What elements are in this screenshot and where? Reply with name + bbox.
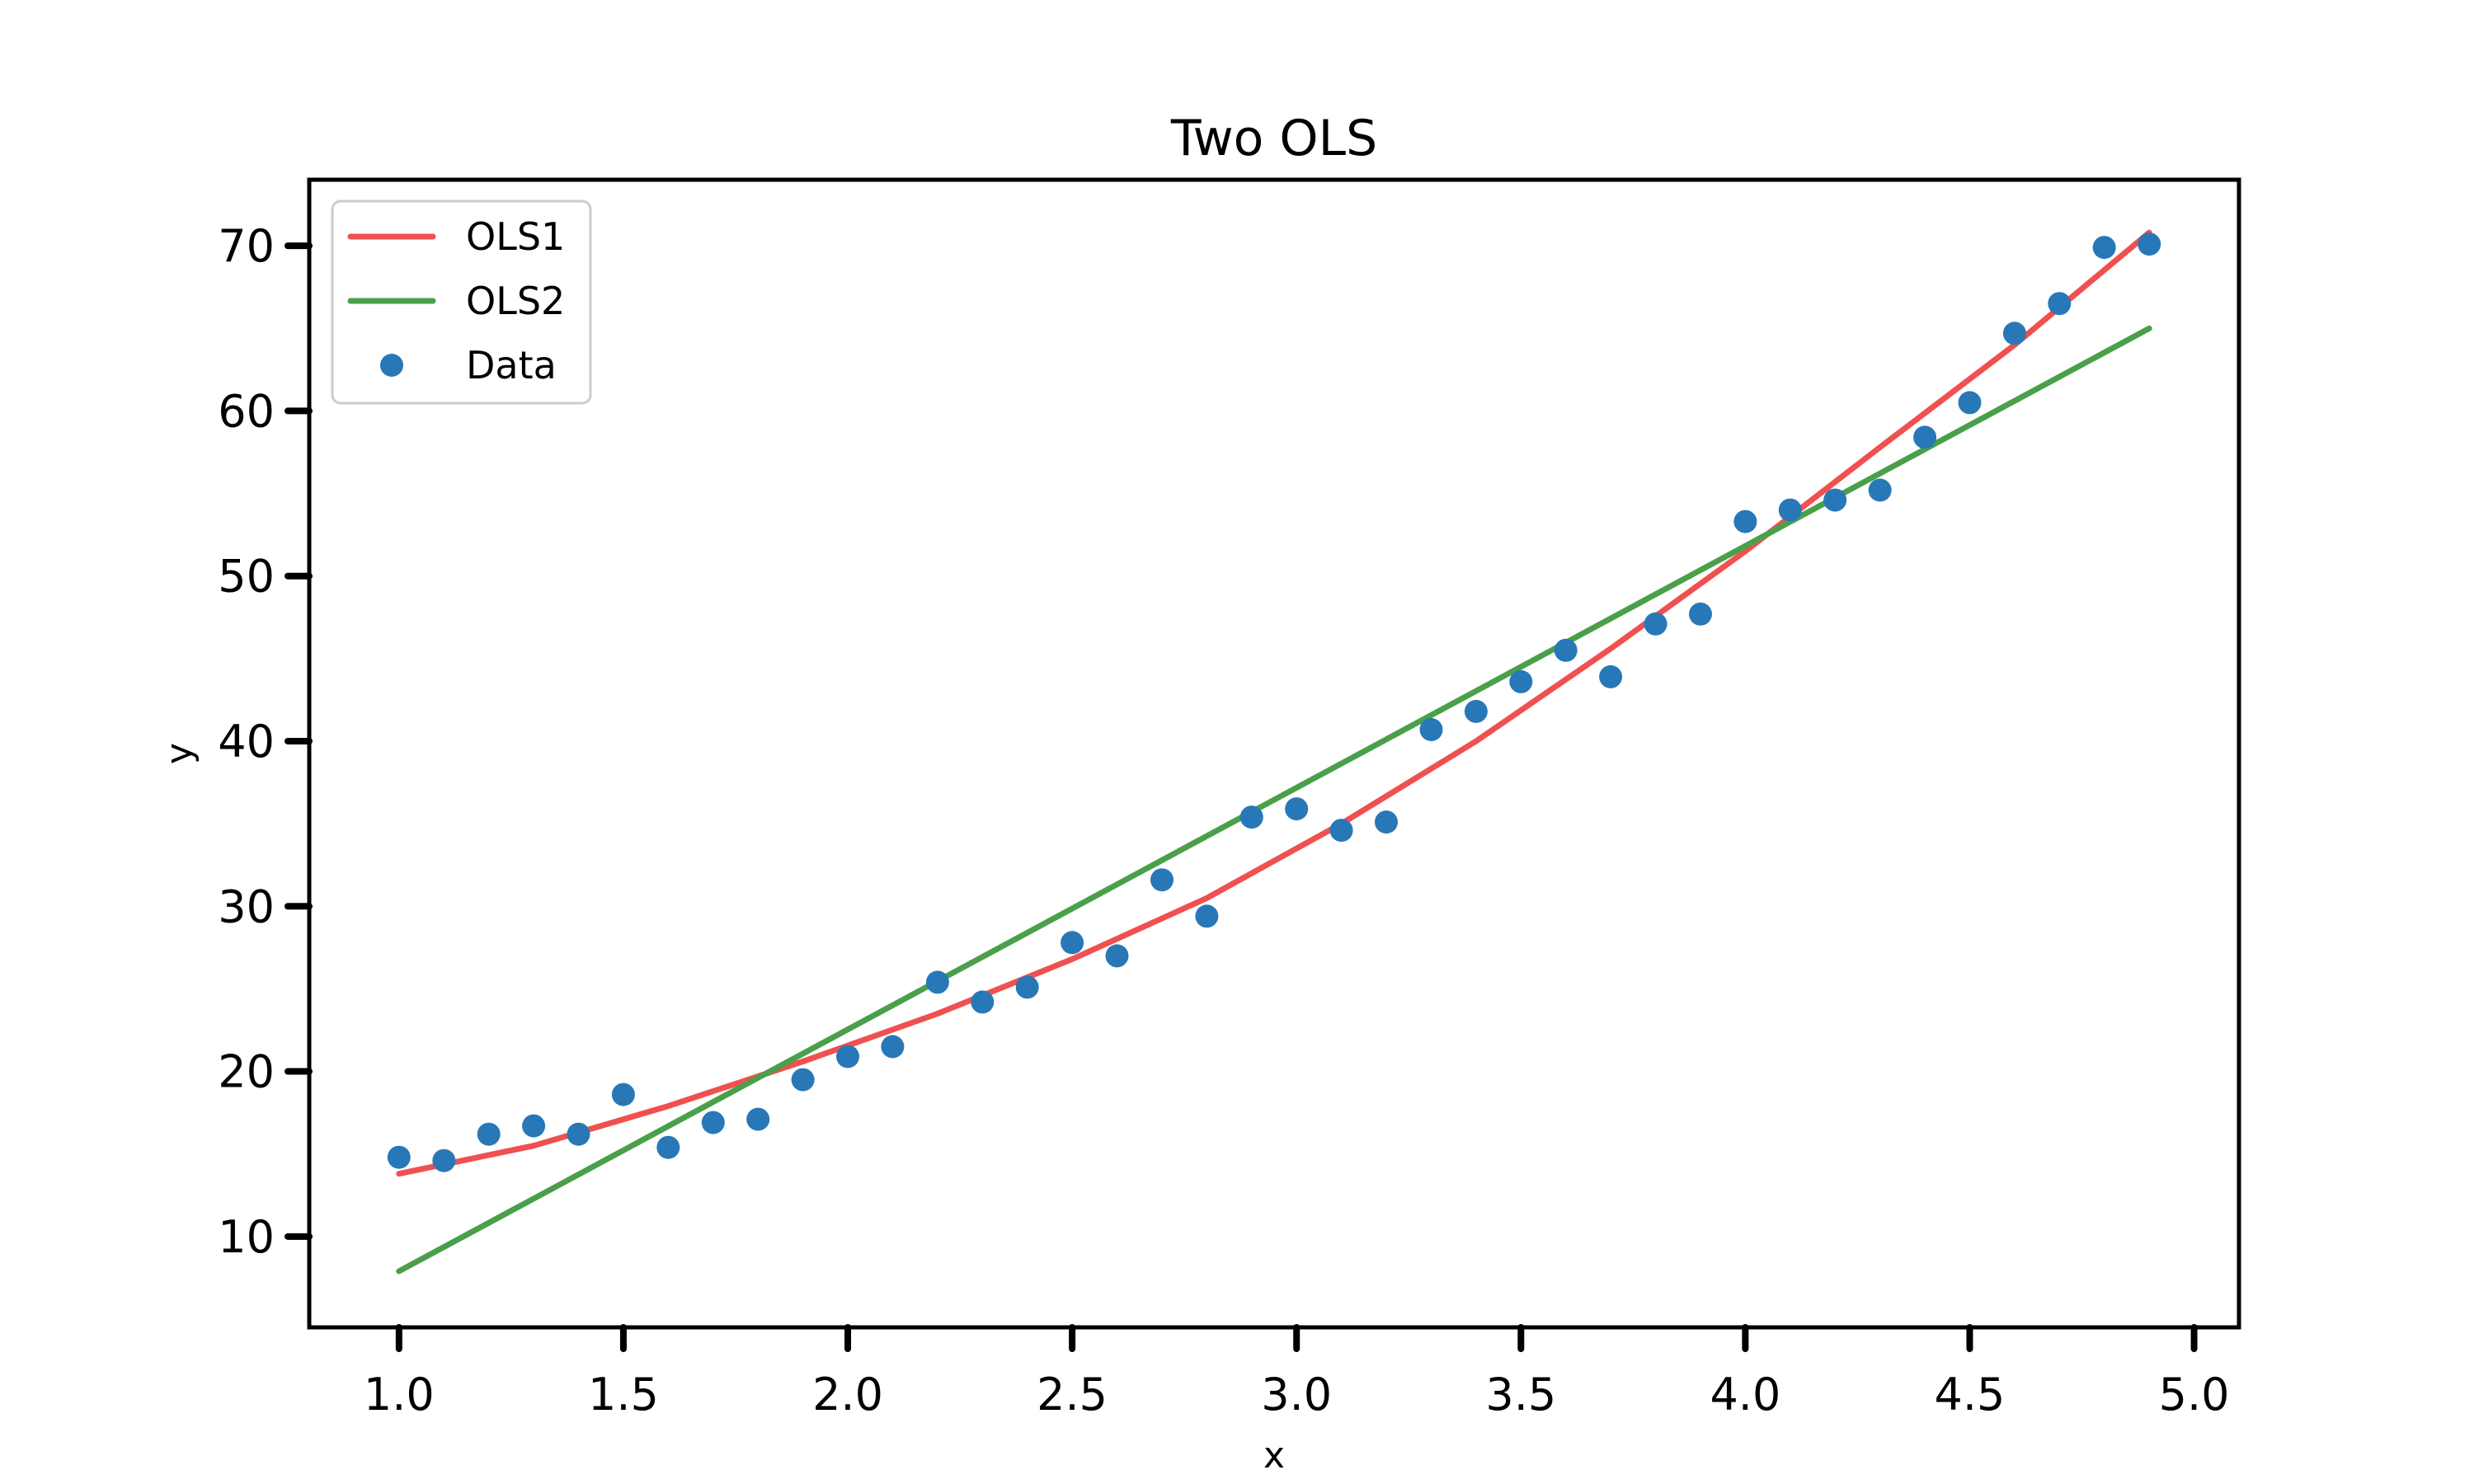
y-axis-label: y bbox=[158, 743, 200, 764]
data-point bbox=[701, 1111, 725, 1134]
data-point bbox=[387, 1145, 411, 1169]
chart-title: Two OLS bbox=[1170, 110, 1377, 167]
data-point bbox=[881, 1035, 905, 1059]
y-tick-label: 10 bbox=[218, 1211, 275, 1263]
plot-marks bbox=[387, 229, 2161, 1275]
x-axis: 1.0 1.5 2.0 2.5 3.0 3.5 4.0 4.5 5.0 bbox=[364, 1324, 2230, 1421]
axes-frame bbox=[307, 177, 2241, 1330]
legend-label-ols2: OLS2 bbox=[466, 279, 565, 323]
data-point bbox=[477, 1122, 501, 1146]
x-tick-label: 5.0 bbox=[2159, 1369, 2230, 1421]
y-tick-label: 40 bbox=[218, 716, 275, 768]
data-point bbox=[925, 970, 949, 994]
data-point bbox=[1823, 488, 1847, 512]
data-point bbox=[1239, 805, 1263, 829]
data-point bbox=[791, 1068, 815, 1092]
y-tick-label: 50 bbox=[218, 551, 275, 603]
data-point bbox=[2048, 292, 2072, 316]
data-point bbox=[1733, 510, 1757, 533]
data-point bbox=[971, 990, 995, 1014]
x-axis-label: x bbox=[1263, 1435, 1285, 1477]
data-point bbox=[2002, 322, 2026, 345]
data-point bbox=[1689, 602, 1712, 626]
data-point bbox=[656, 1135, 680, 1159]
legend-swatch-data bbox=[380, 354, 403, 377]
legend-label-ols1: OLS1 bbox=[466, 214, 565, 259]
data-point bbox=[1329, 819, 1353, 843]
data-point bbox=[1150, 868, 1174, 892]
y-tick-label: 20 bbox=[218, 1046, 275, 1098]
data-point bbox=[1105, 944, 1129, 968]
data-point bbox=[1464, 699, 1488, 723]
data-point bbox=[432, 1148, 456, 1172]
data-point bbox=[1913, 425, 1937, 449]
data-point bbox=[1419, 718, 1443, 741]
data-point bbox=[1778, 498, 1802, 522]
x-tick-label: 2.0 bbox=[812, 1369, 883, 1421]
legend-box bbox=[331, 200, 592, 405]
data-point bbox=[1644, 612, 1667, 636]
data-point bbox=[2138, 232, 2161, 256]
data-point bbox=[1599, 665, 1623, 688]
x-tick-label: 3.0 bbox=[1261, 1369, 1332, 1421]
x-tick-label: 1.0 bbox=[364, 1369, 435, 1421]
x-tick-label: 1.5 bbox=[588, 1369, 659, 1421]
data-point bbox=[1868, 478, 1892, 502]
series-line-ols1 bbox=[396, 229, 2152, 1177]
data-point bbox=[567, 1122, 590, 1146]
y-tick-label: 70 bbox=[218, 220, 275, 272]
data-point bbox=[1375, 810, 1398, 834]
data-point bbox=[1958, 391, 1982, 415]
data-point bbox=[611, 1082, 635, 1106]
data-point bbox=[2092, 236, 2116, 260]
data-point bbox=[1554, 638, 1578, 662]
x-tick-label: 4.0 bbox=[1710, 1369, 1780, 1421]
legend: OLS1 OLS2 Data bbox=[331, 200, 592, 405]
x-tick-label: 4.5 bbox=[1935, 1369, 2006, 1421]
data-point bbox=[746, 1107, 770, 1131]
legend-label-data: Data bbox=[466, 343, 557, 387]
data-point bbox=[522, 1114, 546, 1138]
x-tick-label: 3.5 bbox=[1485, 1369, 1556, 1421]
y-tick-label: 60 bbox=[218, 385, 275, 437]
data-point bbox=[1015, 975, 1039, 999]
data-point bbox=[1061, 931, 1084, 955]
x-tick-label: 2.5 bbox=[1037, 1369, 1108, 1421]
data-point bbox=[1509, 669, 1533, 693]
series-line-ols2 bbox=[396, 325, 2152, 1275]
data-point bbox=[1195, 904, 1219, 928]
y-axis: 10 20 30 40 50 60 70 bbox=[218, 220, 313, 1263]
data-point bbox=[1285, 797, 1309, 821]
data-point bbox=[836, 1045, 859, 1068]
y-tick-label: 30 bbox=[218, 881, 275, 932]
